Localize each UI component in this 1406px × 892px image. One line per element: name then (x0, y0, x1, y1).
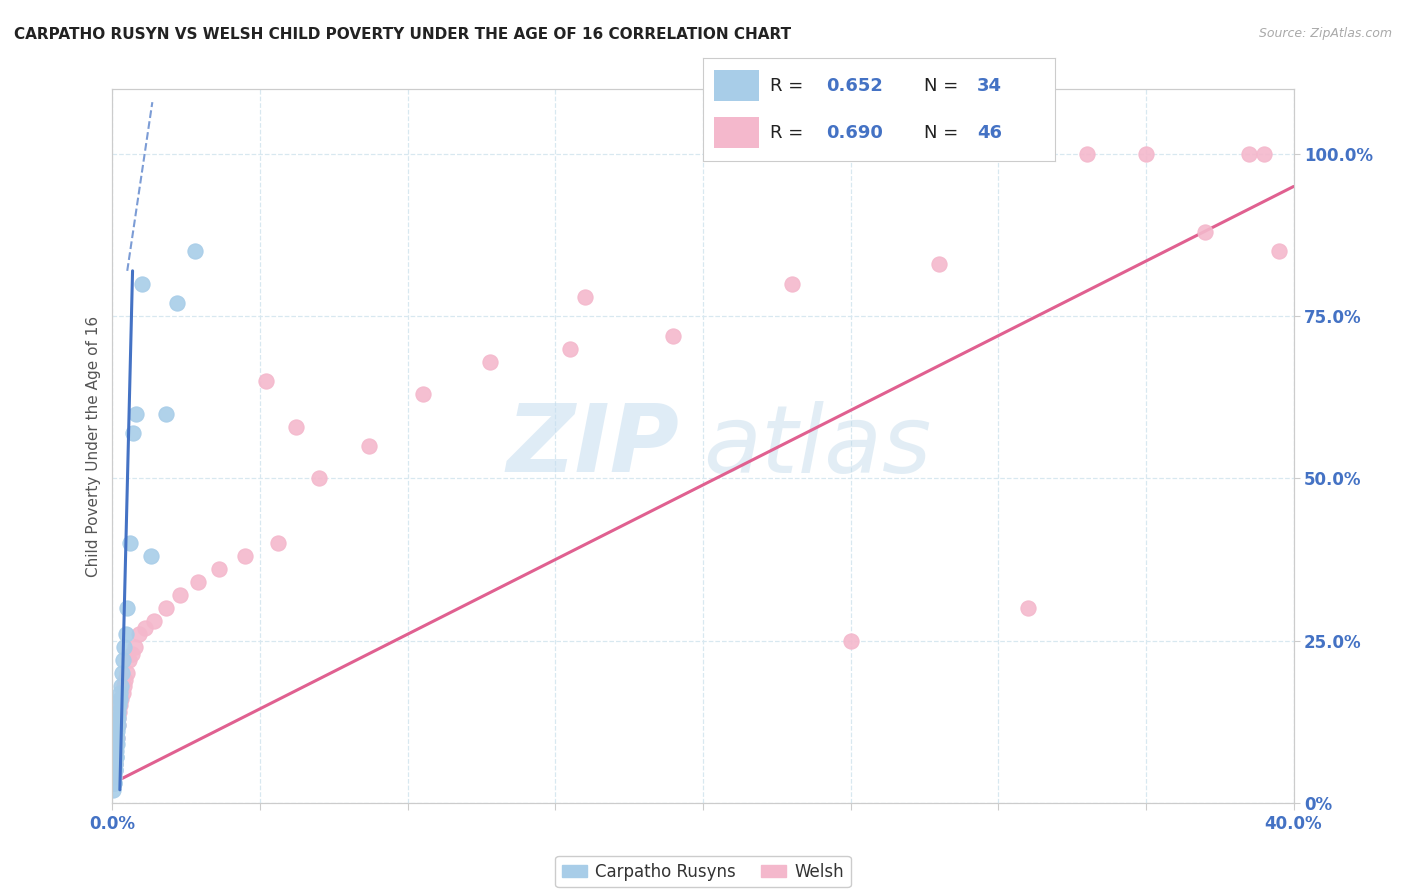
Point (308, 471, 330, 485)
Point (780, 277, 803, 291)
Point (108, 692, 131, 706)
Point (122, 425, 145, 440)
Point (574, 290, 596, 304)
Point (254, 374, 277, 388)
Text: N =: N = (925, 77, 965, 95)
Point (142, 614, 165, 628)
Point (839, 633, 862, 648)
Point (108, 705, 131, 719)
Legend: Carpatho Rusyns, Welsh: Carpatho Rusyns, Welsh (555, 856, 851, 888)
Point (105, 731, 128, 745)
Point (114, 673, 136, 687)
Point (125, 407, 148, 421)
Point (110, 692, 132, 706)
Point (359, 439, 381, 453)
Point (155, 407, 177, 421)
Point (112, 640, 135, 654)
Point (103, 782, 125, 797)
Point (105, 738, 128, 752)
Point (105, 724, 128, 739)
Point (134, 621, 156, 635)
Bar (713, 118, 759, 148)
Point (107, 718, 129, 732)
Point (1239, 147, 1261, 161)
Text: ZIP: ZIP (506, 400, 679, 492)
Point (120, 536, 142, 550)
Point (107, 711, 129, 725)
Point (103, 770, 125, 784)
Point (928, 257, 950, 271)
Text: R =: R = (770, 77, 808, 95)
Point (558, 342, 582, 356)
Y-axis label: Child Poverty Under the Age of 16: Child Poverty Under the Age of 16 (86, 316, 101, 576)
Point (104, 756, 127, 771)
Text: 0.652: 0.652 (827, 77, 883, 95)
Point (662, 328, 685, 343)
Point (107, 705, 129, 719)
Point (187, 575, 209, 590)
Point (1253, 147, 1275, 161)
Point (267, 536, 290, 550)
Point (105, 744, 128, 758)
Point (104, 764, 127, 778)
Point (131, 277, 153, 291)
Point (104, 750, 127, 764)
Point (103, 764, 125, 778)
Point (108, 698, 131, 713)
Point (103, 770, 125, 784)
Point (1017, 601, 1039, 615)
Point (118, 653, 141, 667)
Point (105, 731, 128, 745)
Point (104, 756, 127, 771)
Point (104, 744, 127, 758)
Point (103, 776, 125, 790)
Point (104, 756, 127, 771)
Text: 34: 34 (977, 77, 1002, 95)
Point (121, 647, 143, 661)
Point (112, 679, 135, 693)
Text: Source: ZipAtlas.com: Source: ZipAtlas.com (1258, 27, 1392, 40)
Point (107, 718, 129, 732)
Point (208, 562, 231, 576)
Point (108, 685, 131, 699)
Point (411, 387, 433, 401)
Point (166, 296, 188, 310)
Point (184, 244, 207, 259)
Point (103, 776, 125, 790)
Point (139, 549, 162, 564)
Point (103, 764, 125, 778)
Point (1268, 244, 1291, 259)
Point (114, 627, 136, 641)
Point (128, 627, 150, 641)
Point (479, 354, 502, 368)
Text: R =: R = (770, 124, 808, 142)
Point (105, 750, 128, 764)
Point (124, 640, 146, 654)
Point (1135, 147, 1157, 161)
Point (105, 738, 128, 752)
Text: 0.690: 0.690 (827, 124, 883, 142)
Point (284, 419, 307, 434)
Point (1194, 225, 1216, 239)
Point (169, 588, 191, 602)
Point (110, 679, 132, 693)
Point (111, 666, 134, 681)
Point (107, 711, 129, 725)
Point (108, 698, 131, 713)
Text: atlas: atlas (703, 401, 931, 491)
Point (112, 653, 135, 667)
Point (155, 601, 177, 615)
Point (233, 549, 256, 564)
Point (117, 601, 138, 615)
Point (111, 685, 134, 699)
Point (115, 666, 138, 681)
Text: 46: 46 (977, 124, 1002, 142)
Text: N =: N = (925, 124, 965, 142)
Bar (713, 70, 759, 101)
Text: CARPATHO RUSYN VS WELSH CHILD POVERTY UNDER THE AGE OF 16 CORRELATION CHART: CARPATHO RUSYN VS WELSH CHILD POVERTY UN… (14, 27, 792, 42)
Point (1076, 147, 1098, 161)
